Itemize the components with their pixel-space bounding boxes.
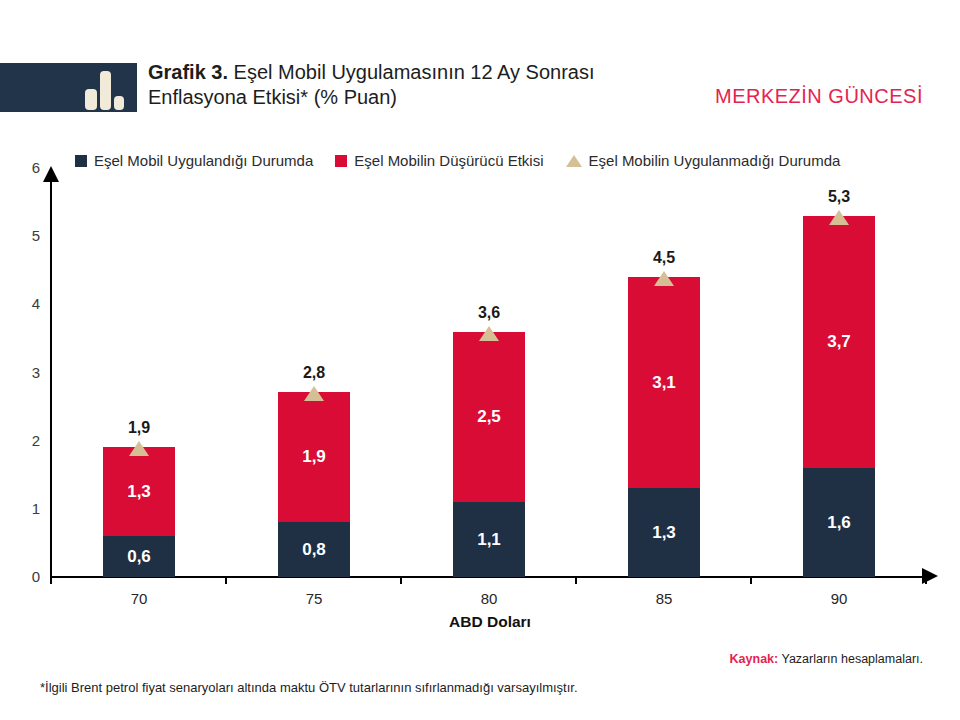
chart-legend: Eşel Mobil Uygulandığı Durumda Eşel Mobil… — [75, 152, 840, 169]
triangle-marker-icon — [566, 155, 582, 167]
x-axis-tick-label: 75 — [274, 590, 354, 608]
total-triangle-marker-icon — [654, 271, 674, 286]
bar-segment-applied: 1,6 — [803, 468, 875, 577]
bar-chart-icon — [114, 96, 124, 110]
y-axis-tick-label: 2 — [8, 431, 40, 451]
bar-value-label: 1,9 — [302, 447, 326, 467]
legend-label: Eşel Mobilin Uygulanmadığı Durumda — [589, 152, 841, 169]
total-triangle-marker-icon — [479, 326, 499, 341]
bar-value-label: 2,5 — [477, 407, 501, 427]
bar-value-label: 0,8 — [302, 540, 326, 560]
total-triangle-marker-icon — [304, 386, 324, 401]
bar-segment-applied: 1,1 — [453, 502, 525, 577]
bar-value-label: 1,3 — [652, 523, 676, 543]
y-axis-tick-label: 1 — [8, 499, 40, 519]
x-axis-tick-label: 85 — [624, 590, 704, 608]
x-axis-tick — [225, 577, 227, 584]
y-axis-tick-label: 3 — [8, 363, 40, 383]
brand-logo: MERKEZİN GÜNCESİ — [715, 85, 923, 108]
x-axis-tick — [575, 577, 577, 584]
legend-label: Eşel Mobil Uygulandığı Durumda — [94, 152, 313, 169]
square-marker-icon — [75, 155, 87, 167]
bar-value-label: 3,7 — [827, 332, 851, 352]
bar-value-label: 0,6 — [127, 547, 151, 567]
y-axis-tick-label: 4 — [8, 294, 40, 314]
source-text: Yazarların hesaplamaları. — [778, 652, 923, 666]
x-axis-title: ABD Doları — [380, 613, 600, 631]
y-axis-tick-label: 6 — [8, 158, 40, 178]
bar-segment-reduction: 2,5 — [453, 332, 525, 502]
total-value-label: 1,9 — [99, 418, 179, 438]
bar-segment-reduction: 3,1 — [628, 277, 700, 488]
bar-value-label: 1,1 — [477, 530, 501, 550]
bar-segment-applied: 1,3 — [628, 488, 700, 577]
bar-segment-reduction: 1,3 — [103, 447, 175, 536]
bar-segment-reduction: 1,9 — [278, 392, 350, 522]
bar-chart-icon — [100, 71, 111, 110]
x-axis-tick-label: 90 — [799, 590, 879, 608]
y-axis-line — [50, 172, 52, 578]
bar-segment-applied: 0,6 — [103, 536, 175, 577]
bar-value-label: 1,3 — [127, 482, 151, 502]
total-triangle-marker-icon — [129, 441, 149, 456]
bar-value-label: 3,1 — [652, 373, 676, 393]
page: Grafik 3. Eşel Mobil Uygulamasının 12 Ay… — [0, 0, 960, 720]
legend-item: Eşel Mobilin Uygulanmadığı Durumda — [566, 152, 841, 169]
y-axis-arrow-icon — [43, 166, 59, 182]
total-value-label: 5,3 — [799, 187, 879, 207]
total-value-label: 2,8 — [274, 363, 354, 383]
logo-block — [0, 63, 137, 112]
x-axis-tick-label: 70 — [99, 590, 179, 608]
bar-segment-applied: 0,8 — [278, 522, 350, 577]
source-note: Kaynak: Yazarların hesaplamaları. — [730, 652, 923, 666]
bar-value-label: 1,6 — [827, 513, 851, 533]
total-triangle-marker-icon — [829, 210, 849, 225]
x-axis-tick — [400, 577, 402, 584]
chart-title: Grafik 3. Eşel Mobil Uygulamasının 12 Ay… — [148, 60, 668, 110]
legend-label: Eşel Mobilin Düşürücü Etkisi — [354, 152, 543, 169]
x-axis-tick — [50, 577, 52, 584]
x-axis-tick — [925, 577, 927, 584]
x-axis-tick — [750, 577, 752, 584]
square-marker-icon — [335, 155, 347, 167]
bar-chart-icon — [85, 89, 97, 110]
total-value-label: 3,6 — [449, 303, 529, 323]
source-label: Kaynak: — [730, 652, 779, 666]
x-axis-tick-label: 80 — [449, 590, 529, 608]
chart-title-number: Grafik 3. — [148, 61, 228, 83]
y-axis-tick-label: 5 — [8, 226, 40, 246]
footnote: *İlgili Brent petrol fiyat senaryoları a… — [40, 680, 578, 695]
legend-item: Eşel Mobilin Düşürücü Etkisi — [335, 152, 543, 169]
y-axis-tick-label: 0 — [8, 567, 40, 587]
total-value-label: 4,5 — [624, 248, 704, 268]
bar-segment-reduction: 3,7 — [803, 216, 875, 468]
legend-item: Eşel Mobil Uygulandığı Durumda — [75, 152, 313, 169]
